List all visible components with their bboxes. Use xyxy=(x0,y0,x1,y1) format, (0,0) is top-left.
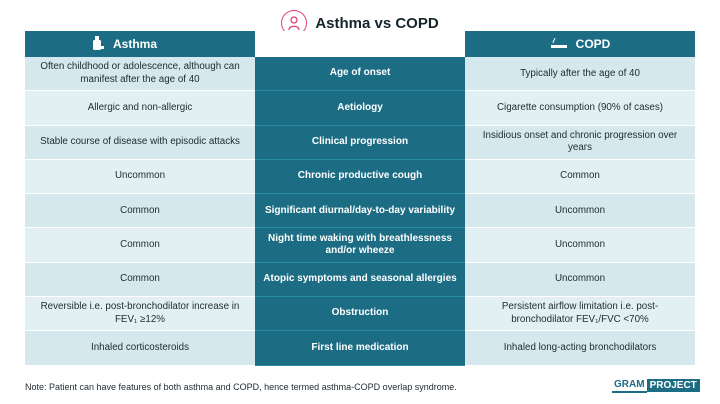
copd-cell: Persistent airflow limitation i.e. post-… xyxy=(465,297,695,332)
copd-cell: Common xyxy=(465,159,695,195)
brand-logo-part2: PROJECT xyxy=(646,379,700,392)
column-header-asthma: Asthma xyxy=(25,31,255,57)
copd-cell: Insidious onset and chronic progression … xyxy=(465,125,695,160)
asthma-cell: Common xyxy=(25,262,255,298)
copd-cell: Uncommon xyxy=(465,194,695,229)
brand-logo: GRAM PROJECT xyxy=(612,378,700,393)
table-row: Common Night time waking with breathless… xyxy=(25,228,695,263)
column-header-asthma-label: Asthma xyxy=(113,37,158,51)
column-header-copd: COPD xyxy=(465,31,695,57)
table-row: Often childhood or adolescence, although… xyxy=(25,57,695,92)
criterion-label: Significant diurnal/day-to-day variabili… xyxy=(255,194,465,229)
copd-cell: Cigarette consumption (90% of cases) xyxy=(465,91,695,126)
asthma-cell: Often childhood or adolescence, although… xyxy=(25,57,255,92)
criterion-label: Age of onset xyxy=(255,57,465,92)
table-row: Inhaled corticosteroids First line medic… xyxy=(25,331,695,366)
asthma-cell: Reversible i.e. post-bronchodilator incr… xyxy=(25,297,255,332)
asthma-cell: Allergic and non-allergic xyxy=(25,91,255,126)
copd-cell: Uncommon xyxy=(465,262,695,298)
table-header: Asthma COPD xyxy=(25,31,695,57)
copd-cell: Inhaled long-acting bronchodilators xyxy=(465,331,695,366)
table-row: Common Significant diurnal/day-to-day va… xyxy=(25,194,695,229)
table-row: Allergic and non-allergic Aetiology Ciga… xyxy=(25,91,695,126)
criterion-label: Chronic productive cough xyxy=(255,159,465,195)
criterion-label: Aetiology xyxy=(255,91,465,126)
copd-cell: Uncommon xyxy=(465,228,695,263)
column-header-copd-label: COPD xyxy=(575,37,611,51)
inhaler-icon xyxy=(91,35,105,54)
asthma-cell: Uncommon xyxy=(25,159,255,195)
page-title: Asthma vs COPD xyxy=(315,14,439,32)
brand-logo-part1: GRAM xyxy=(612,378,647,393)
criterion-label: Night time waking with breathlessness an… xyxy=(255,228,465,263)
copd-cell: Typically after the age of 40 xyxy=(465,57,695,92)
column-header-spacer xyxy=(255,31,465,57)
asthma-cell: Inhaled corticosteroids xyxy=(25,331,255,366)
footnote: Note: Patient can have features of both … xyxy=(25,382,457,392)
criterion-label: Obstruction xyxy=(255,297,465,332)
criterion-label: Atopic symptoms and seasonal allergies xyxy=(255,262,465,298)
comparison-table: Asthma COPD Often childhood or adolescen… xyxy=(25,31,695,366)
asthma-cell: Common xyxy=(25,228,255,263)
asthma-cell: Stable course of disease with episodic a… xyxy=(25,125,255,160)
criterion-label: Clinical progression xyxy=(255,125,465,160)
table-body: Often childhood or adolescence, although… xyxy=(25,57,695,366)
table-row: Common Atopic symptoms and seasonal alle… xyxy=(25,262,695,298)
asthma-cell: Common xyxy=(25,194,255,229)
table-row: Stable course of disease with episodic a… xyxy=(25,125,695,160)
cigarette-icon xyxy=(550,37,568,52)
table-row: Reversible i.e. post-bronchodilator incr… xyxy=(25,297,695,332)
table-row: Uncommon Chronic productive cough Common xyxy=(25,159,695,195)
criterion-label: First line medication xyxy=(255,331,465,366)
